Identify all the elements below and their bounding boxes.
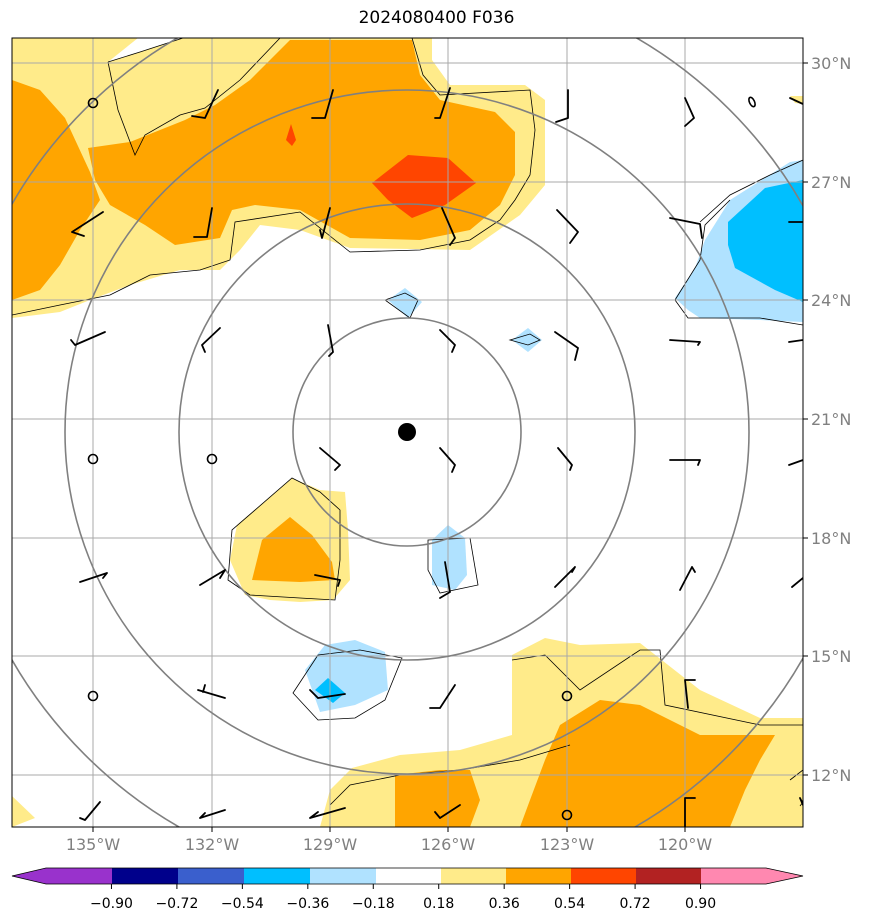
colorbar-segment xyxy=(178,868,245,884)
storm-center-marker xyxy=(398,423,416,441)
colorbar-tick-label: −0.72 xyxy=(155,896,198,912)
x-axis-ticks: 135°W 132°W 129°W 126°W 123°W 120°W xyxy=(66,827,713,854)
mid-lightblue-region xyxy=(432,525,467,590)
colorbar-tick-label: −0.90 xyxy=(90,896,133,912)
contour-lines xyxy=(12,38,803,807)
colorbar-segment xyxy=(636,868,702,884)
colorbar-tick-label: 0.54 xyxy=(554,896,585,912)
colorbar-segment xyxy=(441,868,507,884)
y-tick-label: 12°N xyxy=(811,766,851,785)
mid-left-orange-region xyxy=(252,517,335,582)
chart-title: 2024080400 F036 xyxy=(358,8,515,28)
colorbar-outline xyxy=(11,867,804,885)
upper-red-core xyxy=(372,155,476,218)
y-tick-label: 18°N xyxy=(811,529,851,548)
colorbar-segment xyxy=(244,868,311,884)
y-tick-label: 21°N xyxy=(811,410,851,429)
bottom-orange-region xyxy=(520,700,775,827)
bottom-center-orange-region xyxy=(395,770,480,827)
y-axis-ticks: 30°N 27°N 24°N 21°N 18°N 15°N 12°N xyxy=(803,54,851,785)
colorbar-tick-label: 0.72 xyxy=(620,896,651,912)
small-red-spot xyxy=(286,124,296,146)
small-lightblue-east xyxy=(512,328,542,352)
map-area xyxy=(12,38,803,827)
y-tick-label: 30°N xyxy=(811,54,851,73)
colorbar-extend-low xyxy=(12,868,47,884)
y-tick-label: 27°N xyxy=(811,173,851,192)
x-tick-label: 132°W xyxy=(185,835,240,854)
bottom-left-corner-yellow xyxy=(12,796,35,827)
right-skyblue-core xyxy=(728,180,803,302)
lower-lightblue-region xyxy=(305,640,388,712)
colorbar: −0.90 −0.72 −0.54 −0.36 −0.18 0.18 0.36 0.54 0.7… xyxy=(11,867,804,912)
colorbar-segment xyxy=(506,868,572,884)
calm-wind-markers xyxy=(87,96,756,821)
colorbar-tick-label: 0.36 xyxy=(489,896,520,912)
x-tick-label: 126°W xyxy=(421,835,476,854)
colorbar-tick-label: 0.18 xyxy=(423,896,454,912)
colorbar-segment xyxy=(571,868,637,884)
x-tick-label: 129°W xyxy=(303,835,358,854)
colorbar-tick-label: −0.36 xyxy=(286,896,329,912)
colorbar-segment xyxy=(701,868,767,884)
y-tick-label: 15°N xyxy=(811,647,851,666)
colorbar-tick-label: 0.90 xyxy=(685,896,716,912)
map-frame xyxy=(11,37,804,828)
range-rings xyxy=(12,38,803,827)
y-tick-label: 24°N xyxy=(811,291,851,310)
wind-barbs xyxy=(70,87,803,827)
colorbar-tick-label: −0.18 xyxy=(352,896,395,912)
colorbar-tick-label: −0.54 xyxy=(221,896,264,912)
colorbar-extend-high xyxy=(766,868,803,884)
x-tick-label: 123°W xyxy=(540,835,595,854)
colorbar-segment xyxy=(310,868,377,884)
colorbar-segment xyxy=(376,868,442,884)
x-tick-label: 120°W xyxy=(658,835,713,854)
left-orange-region xyxy=(12,80,100,300)
fill-red xyxy=(286,124,476,218)
x-tick-label: 135°W xyxy=(66,835,121,854)
colorbar-segment xyxy=(112,868,179,884)
colorbar-segment xyxy=(46,868,113,884)
